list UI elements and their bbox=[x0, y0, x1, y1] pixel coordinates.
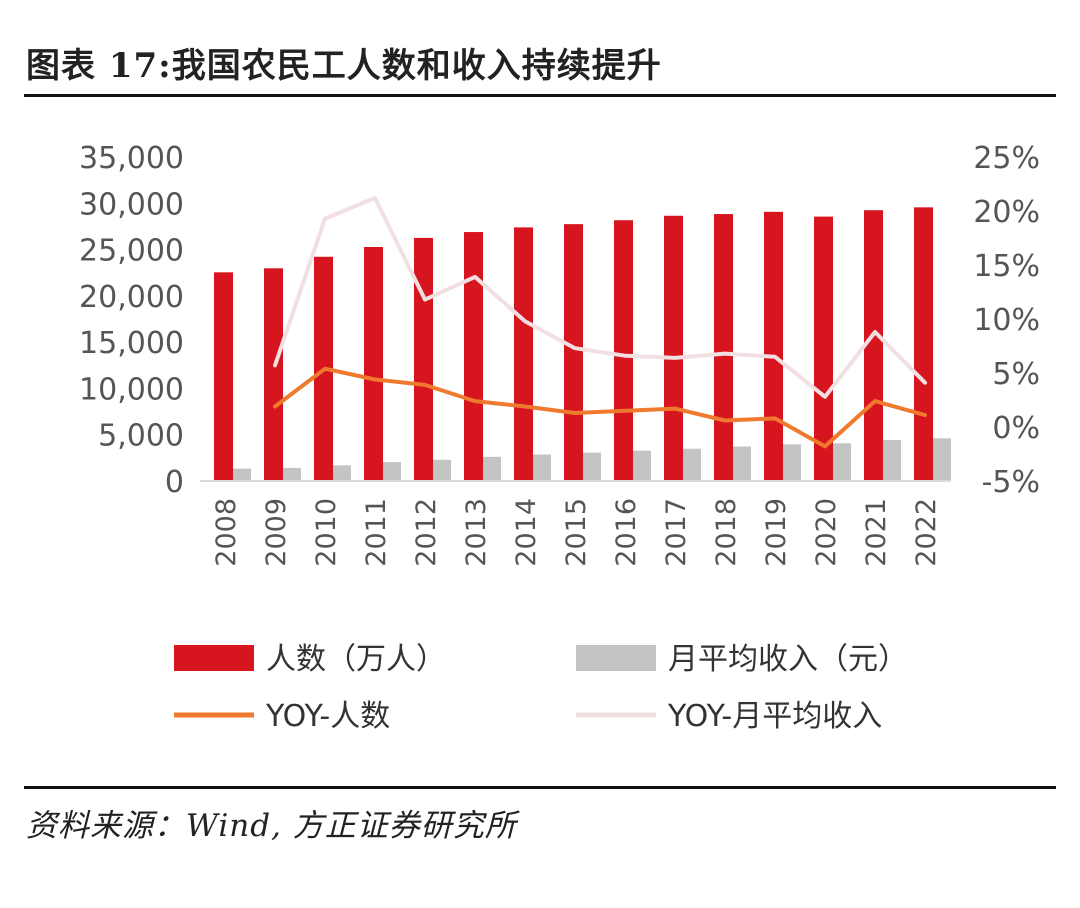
bar-people bbox=[464, 232, 483, 481]
bar-income bbox=[433, 459, 451, 481]
right-tick-label: 5% bbox=[992, 357, 1040, 392]
x-tick-label: 2016 bbox=[611, 498, 642, 567]
bar-people bbox=[814, 216, 833, 481]
x-tick-label: 2010 bbox=[311, 498, 342, 567]
source-note: 资料来源：Wind, 方正证券研究所 bbox=[26, 808, 517, 844]
bar-people bbox=[614, 220, 633, 481]
bar-income bbox=[583, 452, 601, 481]
bar-income bbox=[533, 454, 551, 481]
bar-income bbox=[883, 439, 901, 481]
bar-people bbox=[214, 272, 233, 481]
bar-income bbox=[483, 456, 501, 481]
x-tick-label: 2022 bbox=[911, 498, 942, 567]
bar-people bbox=[514, 227, 533, 481]
bar-people bbox=[414, 237, 433, 481]
bar-people bbox=[364, 246, 383, 481]
legend-label: 人数（万人） bbox=[266, 642, 446, 677]
legend-label: 月平均收入（元） bbox=[668, 642, 908, 677]
legend-label: YOY-人数 bbox=[265, 699, 390, 734]
x-tick-label: 2011 bbox=[361, 498, 392, 567]
x-tick-label: 2017 bbox=[661, 498, 692, 567]
bar-income bbox=[733, 446, 751, 481]
bar-people bbox=[664, 215, 683, 481]
x-tick-label: 2018 bbox=[711, 498, 742, 567]
bar-people bbox=[714, 214, 733, 481]
bar-people bbox=[764, 211, 783, 481]
bar-income bbox=[233, 468, 251, 481]
right-tick-label: -5% bbox=[982, 465, 1040, 500]
x-tick-label: 2015 bbox=[561, 498, 592, 567]
chart-title: 图表 17:我国农民工人数和收入持续提升 bbox=[26, 46, 662, 86]
x-tick-label: 2008 bbox=[211, 498, 242, 567]
bar-income bbox=[333, 465, 351, 481]
bar-income bbox=[383, 462, 401, 481]
bar-people bbox=[264, 268, 283, 481]
legend-swatch bbox=[174, 645, 254, 671]
x-tick-label: 2009 bbox=[261, 498, 292, 567]
right-tick-label: 25% bbox=[973, 141, 1040, 176]
line-yoy-people bbox=[273, 366, 927, 449]
bar-income bbox=[283, 467, 301, 481]
left-tick-label: 15,000 bbox=[79, 326, 184, 361]
chart-canvas: 0 5,000 10,000 15,000 20,000 25,000 30,000 35,0… bbox=[79, 141, 1040, 734]
right-tick-label: 10% bbox=[973, 303, 1040, 338]
left-tick-label: 35,000 bbox=[79, 141, 184, 176]
bar-people bbox=[564, 224, 583, 481]
left-tick-label: 30,000 bbox=[79, 187, 184, 222]
left-tick-label: 5,000 bbox=[98, 419, 184, 454]
source-rule bbox=[24, 786, 1056, 789]
x-tick-label: 2012 bbox=[411, 498, 442, 567]
x-tick-label: 2019 bbox=[761, 498, 792, 567]
line-yoy-income bbox=[273, 196, 927, 399]
bar-people bbox=[914, 207, 933, 482]
legend-swatch bbox=[576, 645, 656, 671]
bar-income bbox=[833, 443, 851, 481]
left-tick-label: 20,000 bbox=[79, 280, 184, 315]
bar-income bbox=[683, 448, 701, 481]
right-tick-label: 15% bbox=[973, 249, 1040, 284]
bar-income bbox=[933, 438, 951, 481]
right-tick-label: 0% bbox=[992, 411, 1040, 446]
left-tick-label: 10,000 bbox=[79, 372, 184, 407]
bar-income bbox=[633, 450, 651, 481]
x-tick-label: 2013 bbox=[461, 498, 492, 567]
left-tick-label: 25,000 bbox=[79, 234, 184, 269]
right-tick-label: 20% bbox=[973, 195, 1040, 230]
legend-label: YOY-月平均收入 bbox=[667, 699, 882, 734]
left-tick-label: 0 bbox=[165, 465, 184, 500]
x-tick-label: 2014 bbox=[511, 498, 542, 567]
bar-people bbox=[864, 210, 883, 482]
bar-income bbox=[783, 444, 801, 481]
x-tick-label: 2020 bbox=[811, 498, 842, 567]
title-rule bbox=[24, 94, 1056, 97]
x-tick-label: 2021 bbox=[861, 498, 892, 567]
